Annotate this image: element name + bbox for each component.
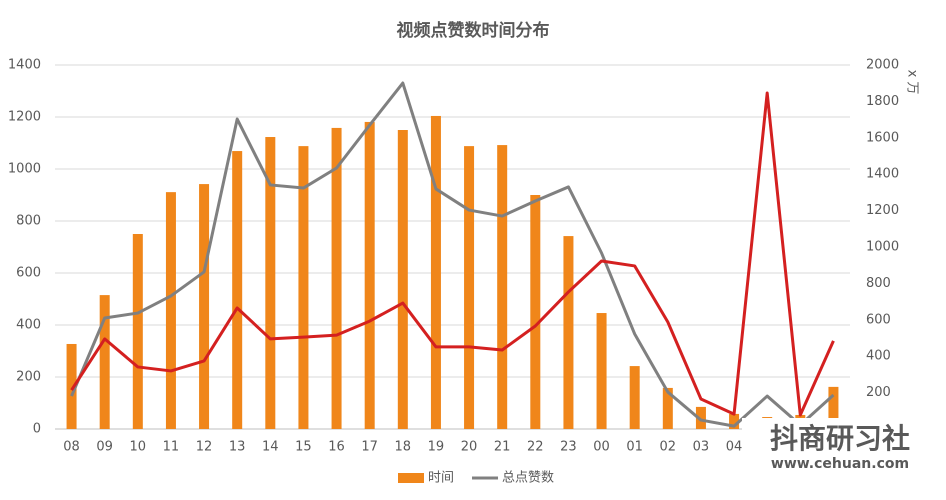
bar [563,236,574,429]
y2-tick-label: 200 [866,385,891,400]
x-tick-label: 04 [726,440,743,455]
y-tick-label: 400 [16,318,41,333]
x-tick-label: 01 [626,440,643,455]
bar [364,121,375,429]
x-tick-label: 13 [229,440,246,455]
x-tick-label: 23 [560,440,577,455]
y-tick-label: 800 [16,214,41,229]
bar [265,137,276,429]
x-tick-label: 09 [96,440,113,455]
y2-tick-label: 2000 [866,58,899,73]
x-tick-label: 10 [130,440,147,455]
x-tick-label: 16 [328,440,345,455]
x-tick-label: 02 [660,440,677,455]
bar [695,406,706,429]
x-tick-label: 22 [527,440,544,455]
bar [165,192,176,429]
x-tick-label: 00 [593,440,610,455]
x-tick-label: 15 [295,440,312,455]
bar [828,386,839,429]
x-tick-label: 03 [693,440,710,455]
y-tick-label: 1400 [8,58,41,73]
bar [331,127,342,430]
bar [464,146,475,429]
y-tick-label: 200 [16,370,41,385]
y-tick-label: 1200 [8,110,41,125]
x-tick-label: 19 [428,440,445,455]
legend: 时间 总点赞数 [398,471,554,486]
legend-label: 总点赞数 [502,471,554,486]
x-tick-label: 12 [196,440,213,455]
x-tick-label: 20 [461,440,478,455]
y-tick-label: 0 [33,422,41,437]
bar [397,130,408,429]
watermark-title: 抖商研习社 [770,422,910,455]
bar [629,366,640,429]
y2-tick-label: 1200 [866,203,899,218]
bar [199,184,210,429]
y2-tick-label: 1000 [866,240,899,255]
watermark: 抖商研习社 www.cehuan.com [742,418,946,472]
legend-swatch [398,473,424,483]
y2-tick-label: 800 [866,276,891,291]
y2-tick-label: 400 [866,349,891,364]
line [70,81,835,428]
bar [430,115,441,430]
x-tick-label: 14 [262,440,279,455]
x-tick-label: 21 [494,440,511,455]
y2-tick-label: 1600 [866,130,899,145]
watermark-url: www.cehuan.com [771,456,909,472]
bar [232,151,243,429]
watermark-bg [742,418,946,468]
chart-title: 视频点赞数时间分布 [397,20,550,41]
bar [530,195,541,429]
bar [497,145,508,429]
y2-tick-label: 1800 [866,94,899,109]
x-tick-label: 11 [163,440,180,455]
x-tick-label: 18 [395,440,412,455]
bar [729,413,740,429]
bar [66,343,77,429]
y2-axis-label: x 万 [905,70,920,95]
y-tick-label: 600 [16,266,41,281]
x-tick-label: 08 [63,440,80,455]
y2-tick-label: 1400 [866,167,899,182]
bar [662,387,673,429]
line [70,91,835,417]
legend-label: 时间 [428,471,454,486]
bar [298,146,309,429]
bar [596,313,607,429]
y-tick-label: 1000 [8,162,41,177]
bar [132,234,143,429]
bar [99,295,110,429]
y2-tick-label: 600 [866,312,891,327]
x-tick-label: 17 [361,440,378,455]
